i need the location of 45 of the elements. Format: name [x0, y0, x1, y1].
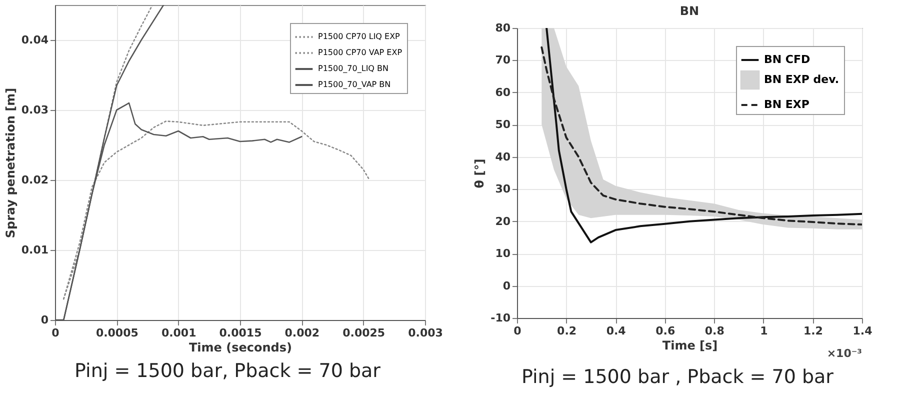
- x-tick-label: 0.6: [656, 324, 676, 338]
- y-tick-label: 70: [495, 54, 511, 67]
- x-tick-label: 0: [514, 324, 522, 338]
- y-tick-label: 50: [495, 118, 511, 132]
- x-tick-label: 1.2: [803, 324, 823, 338]
- y-tick-label: 40: [495, 150, 511, 164]
- y-tick-label: 0: [40, 314, 48, 326]
- y-tick-label: 30: [495, 182, 511, 196]
- legend-label: P1500_70_VAP BN: [318, 80, 390, 89]
- x-tick-label: 1: [760, 324, 768, 338]
- x-tick-label: 0.4: [606, 324, 626, 338]
- y-tick-label: 20: [495, 214, 511, 228]
- x-tick-label: 0: [51, 326, 60, 340]
- x-tick-label: 0.003: [408, 326, 442, 340]
- y-tick-label: 0.04: [20, 34, 48, 46]
- y-axis-title: θ [°]: [472, 158, 487, 188]
- y-tick-label: 0.01: [20, 244, 48, 256]
- text: Pinj = 1500 bar, Pback = 70 bar: [74, 360, 380, 382]
- y-tick-label: 10: [495, 247, 511, 260]
- text: Pinj = 1500 bar , Pback = 70 bar: [521, 366, 834, 388]
- y-tick-label: 0.02: [20, 174, 48, 186]
- legend-label: BN CFD: [764, 53, 810, 66]
- y-tick-label: 0: [502, 279, 511, 292]
- legend-label: BN EXP: [764, 98, 810, 111]
- chart-title: BN: [680, 4, 700, 18]
- y-tick-label: 0.03: [20, 104, 48, 116]
- legend-label: P1500 CP70 VAP EXP: [318, 48, 402, 57]
- x-tick-label: 1.4: [852, 324, 873, 338]
- legend-label: P1500_70_LIQ BN: [318, 64, 388, 73]
- x-axis-title: Time [s]: [662, 338, 718, 352]
- y-tick-label: 80: [495, 22, 511, 34]
- y-axis-title: Spray penetration [m]: [2, 88, 17, 238]
- x-tick-label: 0.0005: [95, 326, 138, 340]
- text: ×10⁻³: [826, 347, 862, 360]
- x-tick-label: 0.2: [557, 324, 577, 338]
- x-tick-label: 0.002: [284, 326, 320, 340]
- y-tick-label: -10: [490, 312, 511, 324]
- legend-label: BN EXP dev.: [764, 73, 840, 86]
- x-tick-label: 0.001: [160, 326, 196, 340]
- x-axis-title: Time (seconds): [188, 340, 292, 354]
- y-tick-label: 60: [495, 86, 511, 99]
- x-tick-label: 0.0025: [342, 326, 385, 340]
- x-tick-label: 0.8: [704, 324, 724, 338]
- x-tick-label: 0.0015: [218, 326, 262, 340]
- legend-label: P1500 CP70 LIQ EXP: [318, 32, 400, 41]
